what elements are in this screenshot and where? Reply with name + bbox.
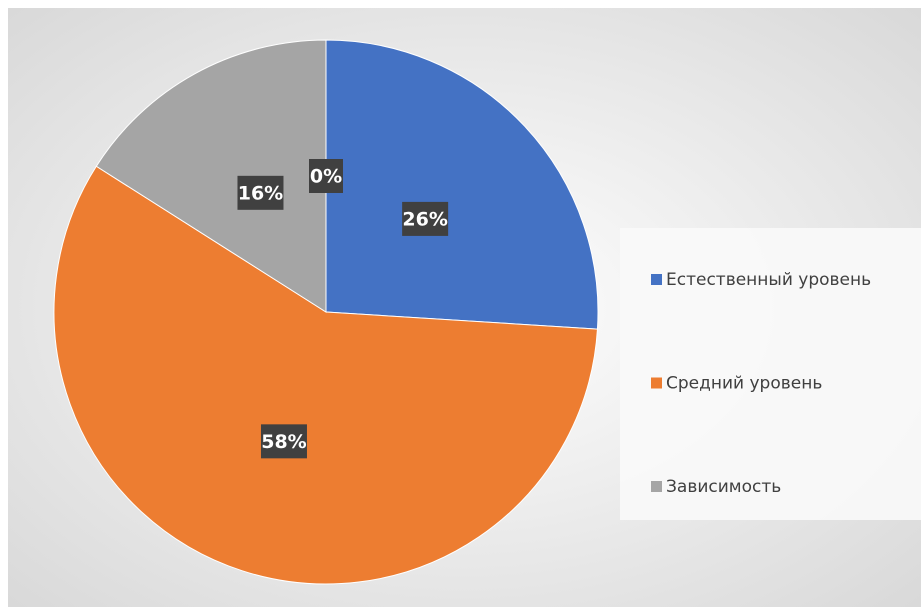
legend-swatch bbox=[651, 481, 662, 492]
data-label-box bbox=[260, 424, 307, 459]
legend-label: Естественный уровень bbox=[666, 270, 871, 290]
legend-swatch bbox=[651, 377, 662, 389]
data-label-box bbox=[309, 159, 343, 193]
legend-box bbox=[620, 228, 921, 520]
data-label-box bbox=[402, 201, 449, 236]
data-label: 16% bbox=[238, 182, 283, 204]
legend-label: Средний уровень bbox=[666, 374, 822, 394]
legend-swatch bbox=[651, 274, 662, 285]
data-label: 26% bbox=[402, 208, 447, 230]
data-label: 58% bbox=[261, 431, 306, 453]
data-label-box bbox=[237, 175, 284, 210]
data-label: 0% bbox=[310, 166, 342, 188]
pie-slice bbox=[325, 39, 599, 330]
pie-slice bbox=[53, 165, 598, 585]
legend-label: Зависимость bbox=[666, 477, 781, 497]
pie-slice bbox=[95, 39, 327, 313]
